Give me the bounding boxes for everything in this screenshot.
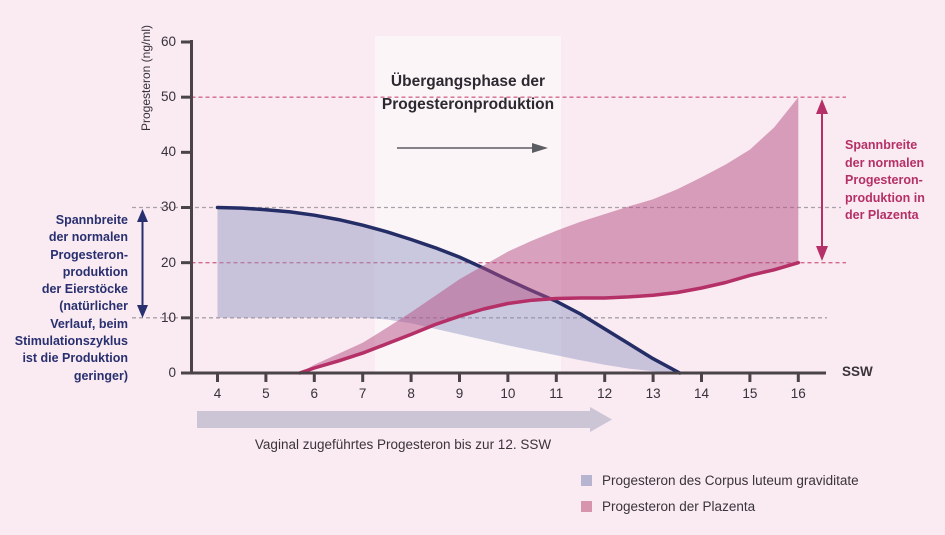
x-tick-label-5: 5 [262, 386, 270, 401]
series-layer [215, 97, 801, 375]
x-tick-label-12: 12 [597, 386, 613, 401]
x-tick-label-6: 6 [310, 386, 319, 401]
legend-label: Progesteron des Corpus luteum graviditat… [602, 473, 859, 488]
vaginal-progesterone-label: Vaginal zugeführtes Progesteron bis zur … [254, 437, 552, 452]
x-tick-label-16: 16 [790, 386, 806, 401]
y-tick-label-0: 0 [168, 365, 176, 380]
y-tick-label-50: 50 [160, 89, 176, 105]
left-range-arrow [137, 209, 148, 318]
series-line-0 [215, 205, 682, 375]
y-tick-label-20: 20 [160, 254, 176, 270]
y-tick-label-60: 60 [160, 33, 176, 49]
y-tick-label-40: 40 [160, 144, 176, 160]
x-tick-label-10: 10 [500, 386, 516, 401]
x-tick-label-14: 14 [693, 386, 710, 401]
y-tick-label-10: 10 [160, 309, 176, 325]
x-tick-label-7: 7 [358, 386, 367, 401]
x-tick-label-13: 13 [645, 386, 661, 401]
x-tick-label-8: 8 [407, 386, 415, 401]
series-area-1 [299, 97, 799, 373]
legend-item-plazenta: Progesteron der Plazenta [581, 499, 859, 514]
axis-layer [181, 40, 826, 382]
vaginal-progesterone-band-arrow [197, 407, 612, 432]
plazenta-swatch-icon [581, 501, 592, 512]
x-tick-label-11: 11 [549, 386, 564, 401]
x-axis-unit-label: SSW [842, 364, 873, 379]
ovary-range-annotation: Spannbreite der normalen Progesteron- pr… [14, 213, 128, 383]
x-tick-label-4: 4 [213, 386, 222, 401]
transition-arrow-icon [397, 143, 548, 153]
transition-phase-title: Übergangsphase der Progesteronproduktion [381, 73, 555, 113]
placenta-range-annotation: Spannbreite der normalen Progesteron- pr… [845, 138, 925, 222]
y-tick-label-30: 30 [160, 199, 176, 215]
corpus-luteum-swatch-icon [581, 475, 592, 486]
legend: Progesteron des Corpus luteum graviditat… [581, 473, 859, 525]
series-line-1 [298, 260, 801, 375]
x-tick-label-9: 9 [455, 386, 464, 401]
legend-label: Progesteron der Plazenta [602, 499, 756, 514]
right-range-arrow [816, 99, 828, 261]
x-tick-label-15: 15 [742, 386, 758, 401]
legend-item-corpus-luteum: Progesteron des Corpus luteum graviditat… [581, 473, 859, 488]
